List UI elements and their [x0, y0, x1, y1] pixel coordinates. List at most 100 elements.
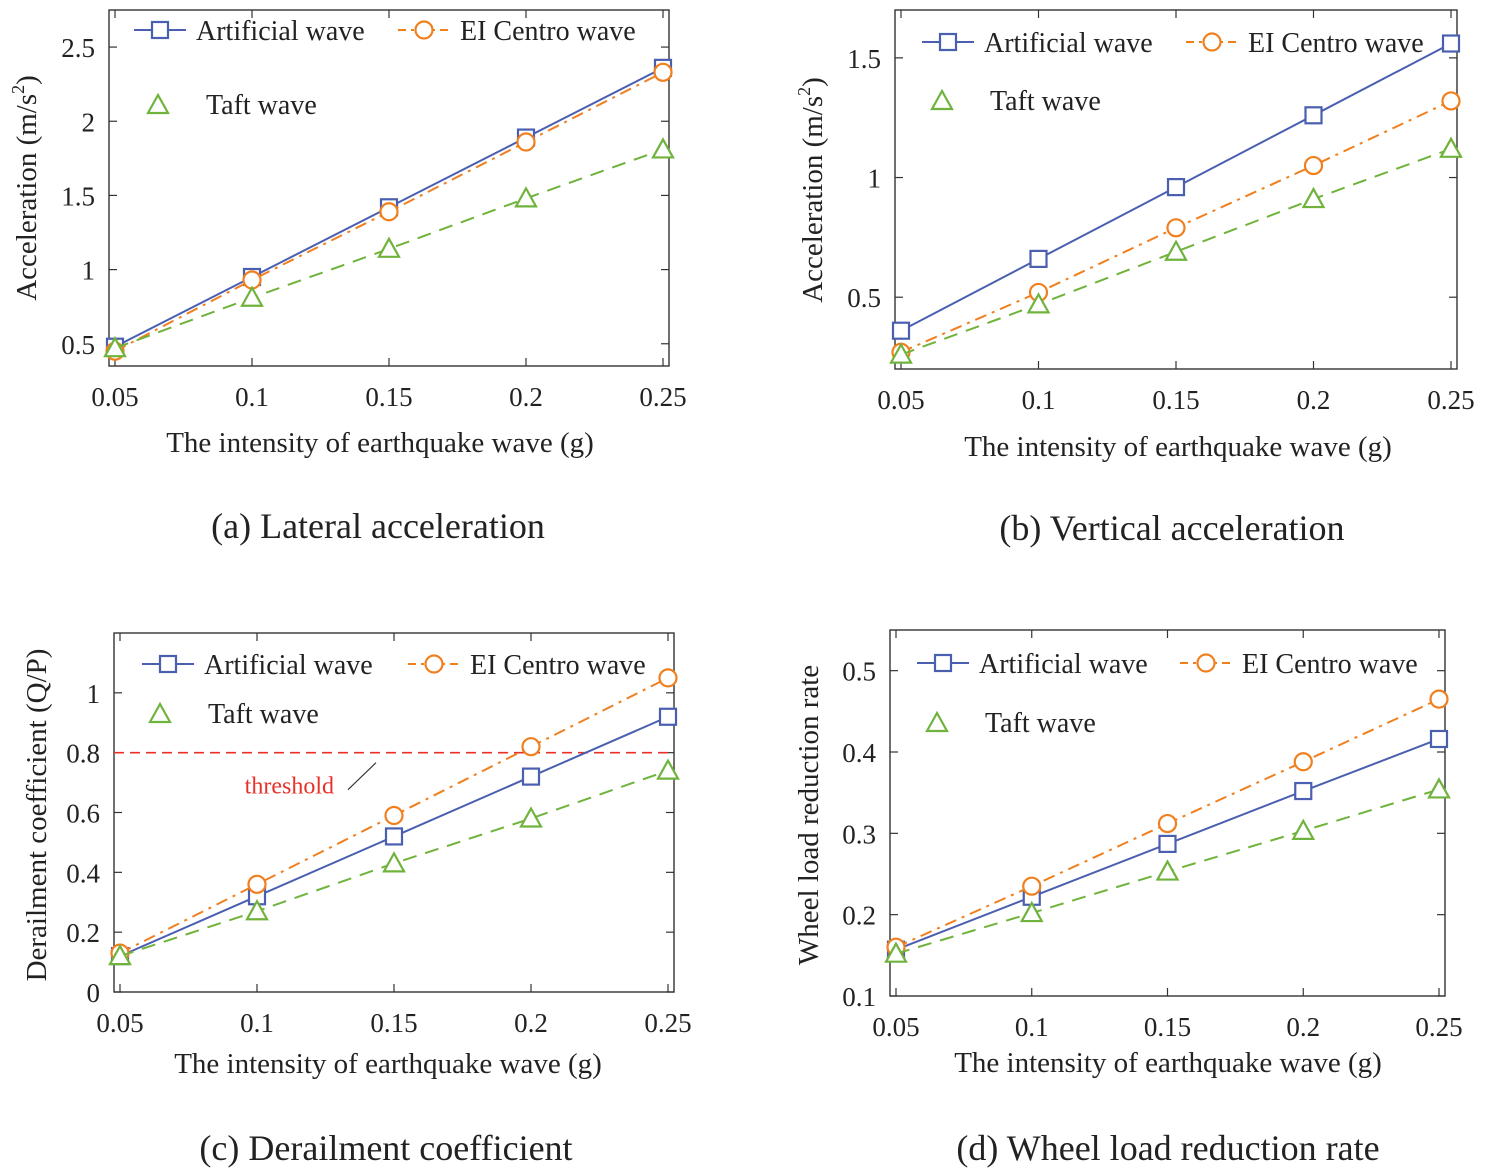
- y-tick-label: 0.5: [842, 657, 876, 687]
- legend: Artificial wave EI Centro wave Taft wave: [917, 649, 1418, 739]
- data-point-elcentro: [1429, 689, 1449, 709]
- legend: Artificial wave EI Centro wave Taft wave: [134, 16, 636, 121]
- caption: (c) Derailment coefficient: [199, 1128, 572, 1168]
- threshold-layer: threshold: [114, 751, 674, 800]
- legend: Artificial wave EI Centro wave Taft wave: [922, 28, 1424, 117]
- data-point-elcentro: [1441, 91, 1461, 111]
- data-point-elcentro: [379, 202, 399, 222]
- legend-marker-taft: [930, 88, 954, 111]
- y-tick-labels: 0 0.2 0.4 0.6 0.8 1: [66, 679, 100, 1008]
- legend-label-elcentro: EI Centro wave: [1242, 649, 1418, 680]
- x-tick-label: 0.05: [96, 1008, 143, 1038]
- x-tick-label: 0.15: [1152, 385, 1199, 415]
- panel-vertical-acceleration: 0.05 0.1 0.15 0.2 0.25 0.5 1 1.5 Artificial wa…: [794, 9, 1475, 548]
- x-tick-label: 0.05: [877, 385, 924, 415]
- y-tick-labels: 0.5 1 1.5: [847, 44, 881, 313]
- axis-ticks: [109, 10, 669, 366]
- data-point-taft: [103, 335, 127, 358]
- data-point-taft: [108, 943, 132, 966]
- data-point-taft: [651, 137, 675, 159]
- legend-label-taft: Taft wave: [208, 699, 319, 730]
- data-point-taft: [1301, 186, 1326, 209]
- series-layer: [889, 34, 1463, 364]
- data-point-taft: [240, 285, 264, 307]
- legend-marker-taft: [925, 710, 949, 733]
- legend-marker-taft: [146, 92, 170, 115]
- x-tick-label: 0.1: [1022, 385, 1056, 415]
- x-tick-label: 0.1: [1015, 1012, 1049, 1042]
- data-point-taft: [519, 806, 543, 828]
- x-tick-labels: 0.05 0.1 0.15 0.2 0.25: [91, 382, 686, 412]
- data-point-taft: [1026, 292, 1051, 314]
- y-tick-label: 2: [82, 107, 96, 137]
- caption: (b) Vertical acceleration: [999, 508, 1344, 548]
- panel-derailment-coefficient: threshold 0.05 0.1 0.15 0.2 0.25 00.20.40.60…: [21, 632, 692, 1168]
- x-tick-label: 0.05: [872, 1012, 919, 1042]
- threshold-pointer: [347, 762, 377, 791]
- caption: (a) Lateral acceleration: [211, 506, 545, 546]
- data-point-artificial: [384, 827, 404, 846]
- legend-marker-artificial: [933, 653, 953, 673]
- x-tick-labels: 0.05 0.1 0.15 0.2 0.25: [872, 1012, 1462, 1042]
- data-point-taft: [1291, 818, 1316, 840]
- y-axis-label: Acceleration (m/s2): [794, 77, 829, 303]
- y-axis-label: Acceleration (m/s2): [8, 75, 43, 301]
- x-axis-label: The intensity of earthquake wave (g): [964, 431, 1392, 463]
- legend: Artificial wave EI Centro wave Taft wave: [142, 650, 646, 730]
- data-point-taft: [382, 851, 406, 873]
- x-tick-label: 0.25: [644, 1008, 691, 1038]
- legend-label-artificial: Artificial wave: [984, 28, 1153, 59]
- x-tick-label: 0.15: [1144, 1012, 1191, 1042]
- x-tick-label: 0.1: [235, 382, 269, 412]
- y-tick-label: 0.5: [847, 283, 881, 313]
- y-tick-label: 0.3: [842, 819, 876, 849]
- x-tick-label: 0.2: [514, 1008, 548, 1038]
- data-point-elcentro: [1157, 813, 1178, 834]
- x-tick-label: 0.15: [370, 1008, 417, 1038]
- data-point-elcentro: [1293, 752, 1313, 772]
- x-tick-labels: 0.05 0.1 0.15 0.2 0.25: [877, 385, 1474, 415]
- panel-wheel-load-reduction-rate: 0.05 0.1 0.15 0.2 0.25 0.10.20.30.40.5 Artif…: [793, 629, 1463, 1168]
- data-point-elcentro: [653, 62, 673, 82]
- legend-marker-artificial: [938, 32, 958, 52]
- y-tick-label: 0.4: [842, 738, 876, 768]
- x-tick-label: 0.2: [509, 382, 543, 412]
- data-point-taft: [656, 758, 680, 780]
- series-line-taft: [900, 147, 1452, 356]
- x-tick-label: 0.2: [1297, 385, 1331, 415]
- data-point-artificial: [1166, 178, 1186, 197]
- plot-frame: [108, 9, 670, 367]
- y-tick-label: 0: [87, 978, 101, 1008]
- x-tick-label: 0.25: [1415, 1012, 1462, 1042]
- legend-marker-elcentro: [424, 654, 444, 674]
- data-point-elcentro: [384, 805, 404, 826]
- legend-label-artificial: Artificial wave: [196, 16, 365, 47]
- data-point-taft: [514, 186, 538, 208]
- threshold-label: threshold: [245, 774, 334, 800]
- data-point-elcentro: [247, 874, 267, 894]
- data-point-taft: [1427, 777, 1451, 799]
- x-tick-label: 0.2: [1286, 1012, 1320, 1042]
- series-line-taft: [114, 148, 664, 350]
- y-tick-label: 1: [82, 256, 96, 286]
- data-point-artificial: [1294, 781, 1313, 801]
- y-tick-label: 1: [868, 164, 882, 194]
- data-point-artificial: [1441, 34, 1461, 53]
- data-point-artificial: [1304, 106, 1323, 125]
- x-tick-label: 0.25: [639, 382, 686, 412]
- legend-marker-elcentro: [1196, 653, 1216, 673]
- data-point-artificial: [1158, 834, 1177, 854]
- y-tick-labels: 0.1 0.2 0.3 0.4 0.5: [842, 657, 876, 1012]
- y-tick-label: 0.5: [61, 330, 95, 360]
- data-point-artificial: [1429, 729, 1449, 749]
- data-point-taft: [245, 898, 269, 921]
- x-axis-label: The intensity of earthquake wave (g): [166, 427, 594, 459]
- data-point-artificial: [521, 767, 541, 786]
- data-point-elcentro: [1303, 155, 1324, 176]
- y-axis-label: Wheel load reduction rate: [793, 665, 825, 965]
- axis-ticks: [895, 10, 1457, 369]
- y-tick-label: 0.1: [842, 982, 876, 1012]
- x-tick-label: 0.15: [365, 382, 412, 412]
- legend-label-taft: Taft wave: [985, 708, 1096, 739]
